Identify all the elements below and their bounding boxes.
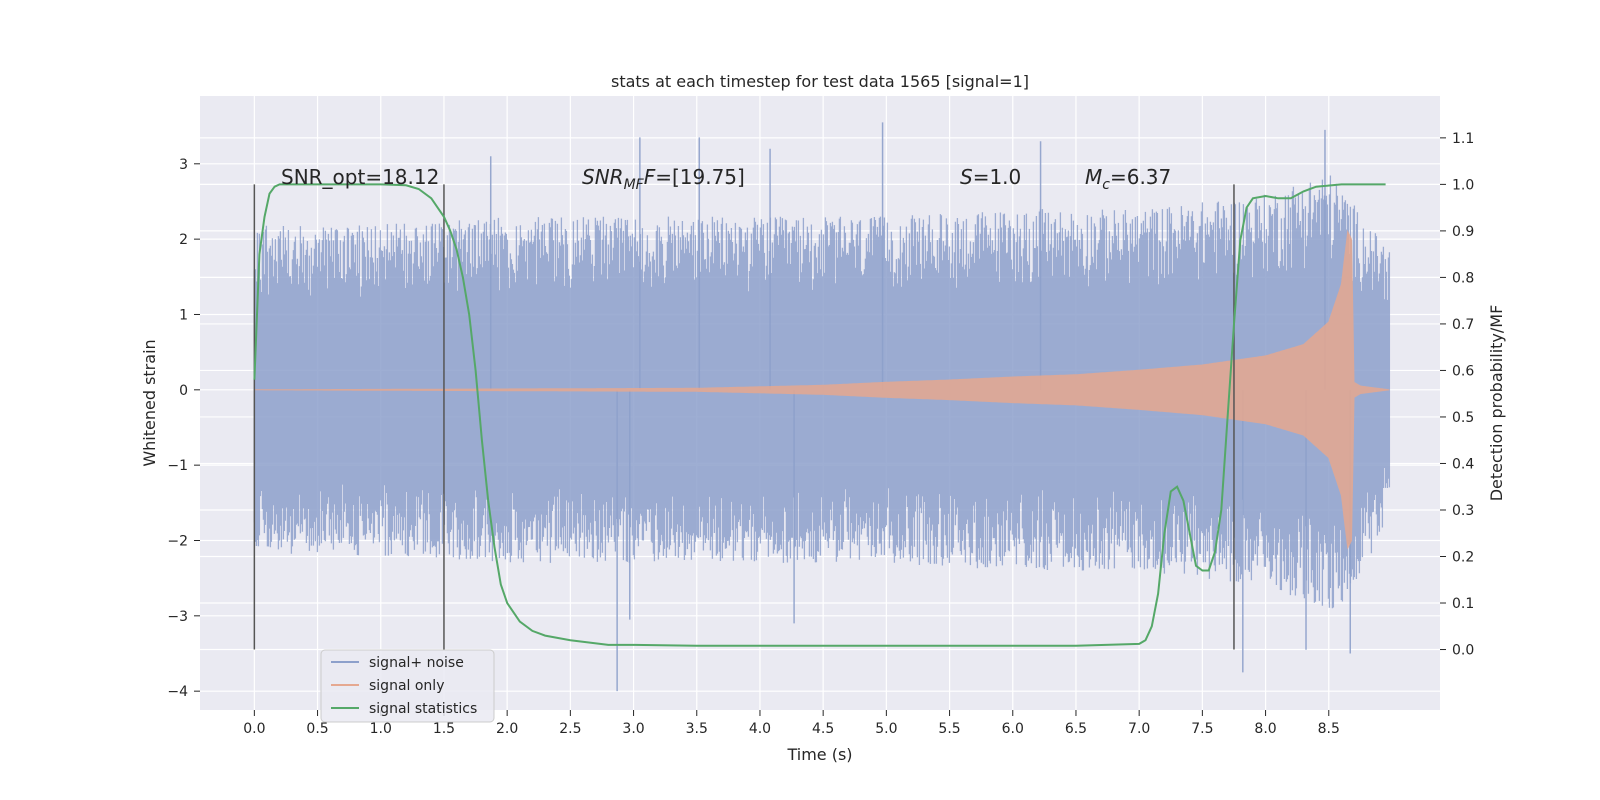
legend: signal+ noise signal only signal statist… [320,649,495,723]
signal-only-trace [254,229,1390,550]
chart-title: stats at each timestep for test data 156… [611,72,1029,91]
legend-box [320,649,495,723]
series-signal-statistics [253,183,1386,647]
annotation-mc: Mc=6.37 [1085,165,1171,193]
x-tick-label-12: 6.0 [1002,721,1024,737]
y-right-tick-label-10: 0.1 [1452,596,1474,612]
x-tick-label-2: 1.0 [370,721,392,737]
legend-label-signal-statistics: signal statistics [369,701,477,717]
y-right-tick-label-4: 0.7 [1452,317,1474,333]
annotation-mc-main: M [1085,165,1102,189]
x-tick-label-10: 5.0 [875,721,897,737]
axis-ticks: 0.0 0.5 1.0 1.5 2.0 2.5 3.0 3.5 4.0 4.5 5.0 5.5 6.0 6… [167,131,1474,737]
y-axis-right-label: Detection probability/MF [1487,305,1506,502]
annotation-s-value: =1.0 [973,165,1022,189]
annotation-s-main: S [960,165,973,189]
annotation-mc-sub: c [1102,177,1110,193]
annotation-snr-mf-main: SNR [582,165,624,189]
y-right-tick-label-7: 0.4 [1452,456,1474,472]
annotation-snr-mf-sub: MF [624,177,645,193]
x-tick-label-17: 8.5 [1318,721,1340,737]
y-left-tick-label-4: −1 [167,458,188,474]
x-tick-label-15: 7.5 [1191,721,1213,737]
x-tick-label-5: 2.5 [559,721,581,737]
x-tick-label-9: 4.5 [812,721,834,737]
series-signal-only [254,229,1390,550]
y-left-tick-label-3: 0 [179,383,188,399]
annotation-snr-mf: SNRMFF=[19.75] [582,165,745,193]
x-tick-label-8: 4.0 [749,721,771,737]
y-left-tick-label-6: −3 [167,609,188,625]
y-left-tick-label-7: −4 [167,684,188,700]
x-tick-label-6: 3.0 [622,721,644,737]
y-right-tick-label-8: 0.3 [1452,503,1474,519]
x-tick-label-4: 2.0 [496,721,518,737]
legend-label-signal-only: signal only [369,678,444,694]
y-left-tick-label-5: −2 [167,533,188,549]
annotation-snr-mf-value: =[19.75] [655,165,745,189]
x-tick-label-1: 0.5 [306,721,328,737]
x-axis-label: Time (s) [786,745,852,764]
y-left-tick-label-2: 1 [179,307,188,323]
x-tick-label-11: 5.5 [938,721,960,737]
annotation-s: S=1.0 [960,165,1021,189]
x-tick-label-13: 6.5 [1065,721,1087,737]
y-left-tick-label-1: 2 [179,232,188,248]
y-right-tick-label-0: 1.1 [1452,131,1474,147]
y-right-tick-label-2: 0.9 [1452,224,1474,240]
marker-lines [253,184,1235,650]
annotation-mc-value: =6.37 [1110,165,1171,189]
y-right-tick-label-5: 0.6 [1452,363,1474,379]
annotation-snr-opt: SNR_opt=18.12 [281,165,439,189]
y-left-tick-label-0: 3 [179,157,188,173]
signal-statistics-trace [253,183,1386,647]
x-tick-label-16: 8.0 [1254,721,1276,737]
x-tick-label-14: 7.0 [1128,721,1150,737]
y-right-tick-label-6: 0.5 [1452,410,1474,426]
y-axis-left-label: Whitened strain [140,339,159,466]
x-tick-label-7: 3.5 [686,721,708,737]
y-right-tick-label-11: 0.0 [1452,643,1474,659]
x-tick-label-3: 1.5 [433,721,455,737]
y-right-tick-label-9: 0.2 [1452,550,1474,566]
legend-label-signal-plus-noise: signal+ noise [369,655,464,671]
x-tick-label-0: 0.0 [243,721,265,737]
y-right-tick-label-3: 0.8 [1452,270,1474,286]
y-right-tick-label-1: 1.0 [1452,177,1474,193]
